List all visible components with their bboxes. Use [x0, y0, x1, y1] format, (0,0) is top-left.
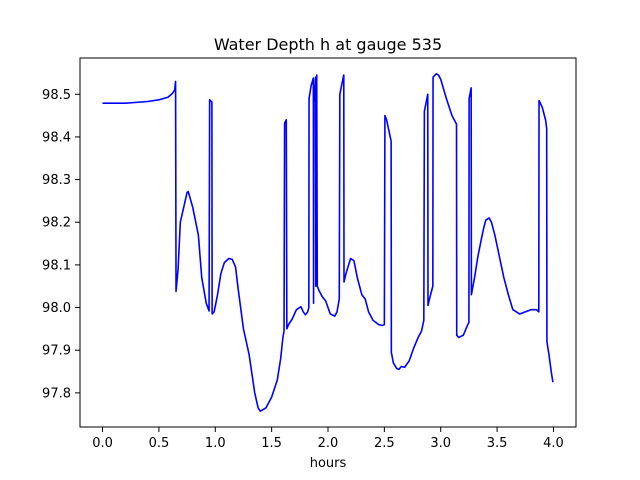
y-tick-label: 98.1 — [42, 258, 71, 273]
y-axis: 97.8 97.9 98.0 98.1 98.2 98.3 98.4 98.5 — [42, 88, 80, 401]
x-axis: 0.0 0.5 1.0 1.5 2.0 2.5 3.0 3.5 4.0 — [92, 427, 564, 451]
chart-title: Water Depth h at gauge 535 — [214, 35, 442, 54]
x-tick-label: 2.5 — [374, 436, 395, 451]
y-tick-label: 98.2 — [42, 216, 71, 231]
x-tick-label: 2.0 — [318, 436, 339, 451]
x-tick-label: 1.0 — [205, 436, 226, 451]
series-line — [102, 72, 554, 413]
x-tick-label: 4.0 — [543, 436, 564, 451]
plot-area — [102, 72, 554, 413]
x-tick-label: 1.5 — [261, 436, 282, 451]
x-tick-label: 3.5 — [487, 436, 508, 451]
y-tick-label: 97.8 — [42, 386, 71, 401]
y-tick-label: 98.5 — [42, 88, 71, 103]
x-axis-label: hours — [310, 456, 347, 471]
x-tick-label: 0.5 — [149, 436, 170, 451]
y-tick-label: 97.9 — [42, 344, 71, 359]
y-tick-label: 98.3 — [42, 173, 71, 188]
x-tick-label: 3.0 — [430, 436, 451, 451]
y-tick-label: 98.4 — [42, 130, 71, 145]
y-tick-label: 98.0 — [42, 301, 71, 316]
x-tick-label: 0.0 — [92, 436, 113, 451]
